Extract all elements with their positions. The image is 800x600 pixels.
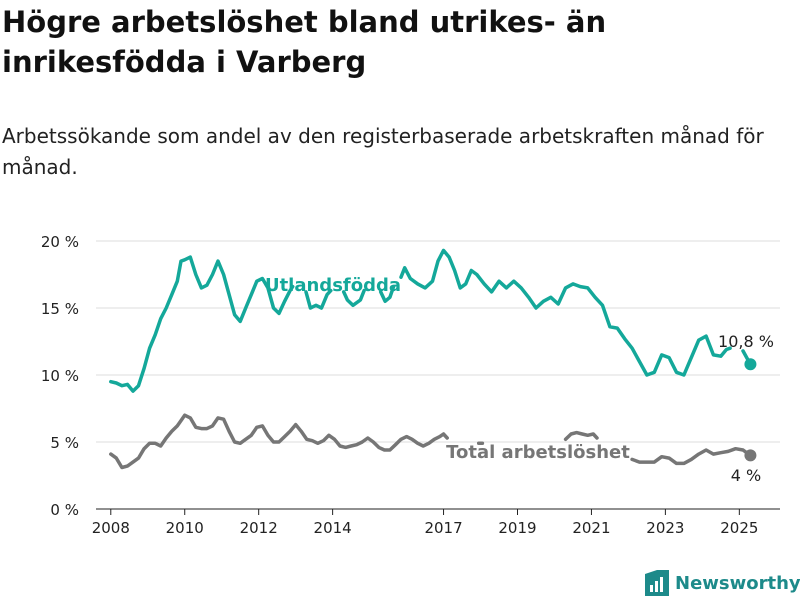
x-tick-label: 2023 bbox=[646, 519, 684, 537]
x-tick-label: 2014 bbox=[314, 519, 352, 537]
end-point-utlandsfodda bbox=[744, 358, 757, 371]
chart-subtitle: Arbetssökande som andel av den registerb… bbox=[2, 124, 764, 179]
grid-lines bbox=[96, 240, 780, 443]
x-axis: 2008 2010 2012 2014 2017 2019 2021 2023 2025 bbox=[92, 508, 780, 537]
y-axis-tick-labels: 0 % 5 % 10 % 15 % 20 % bbox=[41, 233, 79, 519]
newsworthy-logo-icon bbox=[645, 570, 669, 596]
x-tick-label: 2019 bbox=[498, 519, 536, 537]
end-point-total bbox=[744, 449, 757, 462]
series-label-total: Total arbetslöshet bbox=[446, 442, 630, 463]
annotations: Utlandsfödda Total arbetslöshet 10,8 % 4… bbox=[265, 275, 774, 485]
y-tick-label: 20 % bbox=[41, 233, 79, 251]
x-tick-label: 2010 bbox=[166, 519, 204, 537]
brand-logo: Newsworthy bbox=[645, 568, 800, 598]
x-tick-label: 2017 bbox=[424, 519, 462, 537]
chart-title: Högre arbetslöshet bland utrikes- än inr… bbox=[2, 5, 607, 79]
series-label-utlandsfodda: Utlandsfödda bbox=[265, 275, 401, 296]
x-tick-label: 2012 bbox=[240, 519, 278, 537]
x-tick-label: 2025 bbox=[720, 519, 758, 537]
series-lines bbox=[109, 248, 757, 470]
y-tick-label: 10 % bbox=[41, 367, 79, 385]
x-tick-label: 2008 bbox=[92, 519, 130, 537]
series-line-utlandsfodda bbox=[109, 248, 753, 393]
x-tick-label: 2021 bbox=[572, 519, 610, 537]
y-tick-label: 0 % bbox=[50, 501, 79, 519]
series-line-total bbox=[109, 413, 753, 470]
y-tick-label: 15 % bbox=[41, 300, 79, 318]
y-tick-label: 5 % bbox=[50, 434, 79, 452]
brand-name: Newsworthy bbox=[675, 572, 800, 594]
end-label-total: 4 % bbox=[731, 466, 761, 485]
end-label-utlandsfodda: 10,8 % bbox=[718, 332, 774, 351]
